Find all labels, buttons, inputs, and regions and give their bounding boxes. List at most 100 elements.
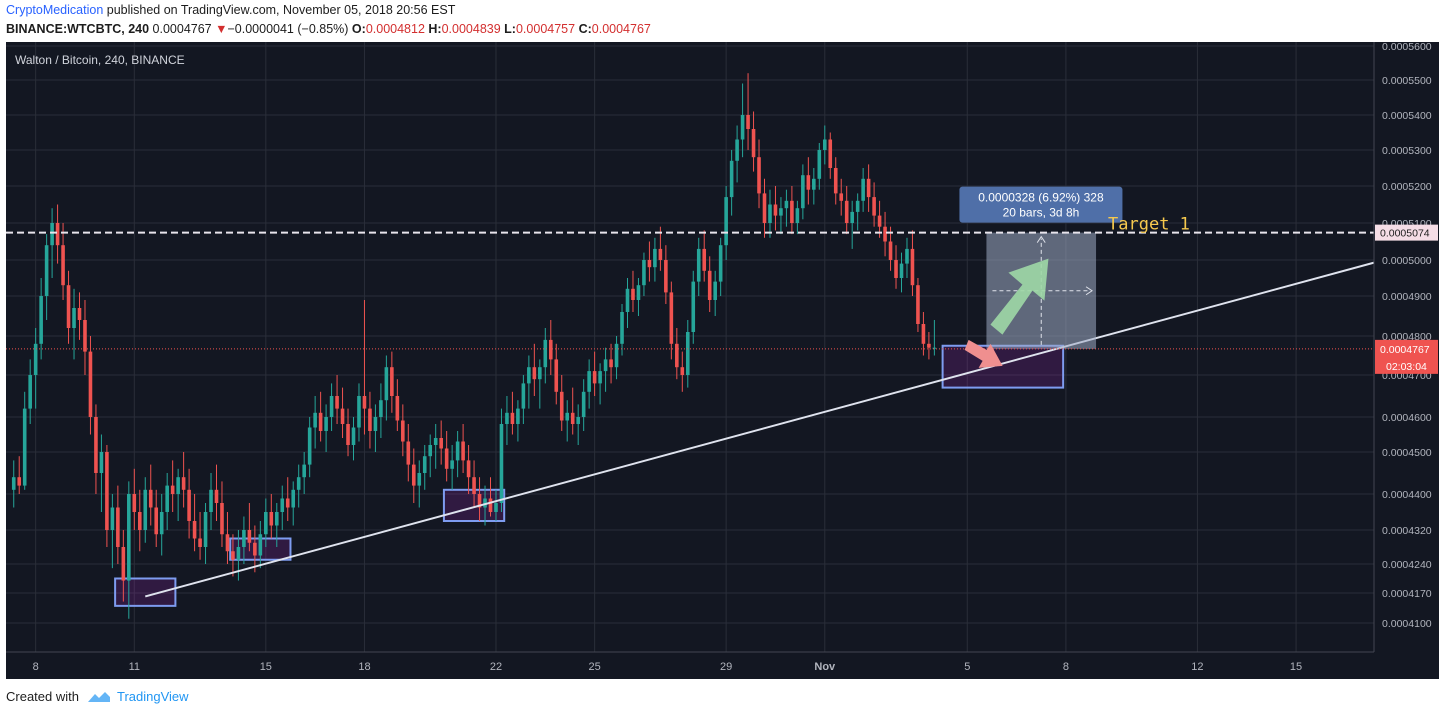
open-label: O: bbox=[351, 22, 366, 36]
candle-body bbox=[494, 503, 498, 512]
price-tick-label: 0.0005300 bbox=[1382, 145, 1432, 157]
candle-body bbox=[822, 139, 827, 150]
candle-body bbox=[927, 343, 931, 348]
symbol-label: BINANCE:WTCBTC, 240 bbox=[6, 22, 150, 36]
candle-body bbox=[461, 441, 465, 461]
candle-body bbox=[609, 359, 613, 368]
countdown-label: 02:03:04 bbox=[1386, 361, 1427, 373]
candle-body bbox=[581, 391, 586, 417]
candle-body bbox=[713, 281, 717, 300]
open-value: 0.0004812 bbox=[365, 22, 425, 36]
candle-body bbox=[132, 494, 137, 512]
candle-body bbox=[905, 248, 909, 264]
candle-body bbox=[94, 417, 98, 473]
candle-body bbox=[850, 211, 854, 223]
time-axis[interactable]: 8 11 15 18 22 25 29 Nov 5 8 12 15 bbox=[6, 651, 1439, 679]
candles bbox=[11, 73, 937, 619]
candle-body bbox=[99, 452, 104, 473]
candle-body bbox=[510, 412, 515, 424]
measure-arrow-up-icon bbox=[1036, 235, 1046, 243]
candle-body bbox=[872, 197, 876, 216]
candle-body bbox=[280, 498, 285, 512]
candle-body bbox=[401, 420, 405, 442]
price-tick-label: 0.0004500 bbox=[1382, 447, 1432, 459]
candle-body bbox=[812, 178, 816, 190]
candlestick-chart[interactable]: Walton / Bitcoin, 240, BINANCE 0.0000328… bbox=[6, 42, 1439, 679]
created-with-label: Created with bbox=[6, 689, 79, 704]
candle-body bbox=[116, 507, 120, 547]
candle-body bbox=[828, 139, 833, 168]
tradingview-logo-icon bbox=[87, 691, 110, 702]
time-tick-label: 8 bbox=[1063, 661, 1069, 673]
candle-body bbox=[225, 534, 230, 552]
time-tick-label: 22 bbox=[490, 661, 502, 673]
candle-body bbox=[444, 448, 449, 469]
candle-body bbox=[565, 412, 570, 421]
candle-body bbox=[395, 396, 400, 421]
price-axis[interactable]: 0.0004100 0.0004170 0.0004240 0.0004320 0.00… bbox=[1373, 42, 1439, 679]
candle-body bbox=[450, 460, 454, 469]
ohlc-legend: BINANCE:WTCBTC, 240 0.0004767 ▼−0.000004… bbox=[6, 22, 651, 36]
red-down-arrow-icon bbox=[964, 339, 1003, 368]
candle-body bbox=[472, 477, 476, 494]
candle-body bbox=[406, 441, 411, 465]
candle-body bbox=[28, 375, 32, 409]
low-label: L: bbox=[504, 22, 516, 36]
candle-body bbox=[373, 417, 378, 431]
candle-body bbox=[631, 288, 635, 300]
candle-body bbox=[899, 263, 904, 278]
candle-body bbox=[570, 412, 575, 424]
target-price-tag-label: 0.0005074 bbox=[1380, 228, 1430, 240]
candle-body bbox=[543, 339, 548, 368]
candle-body bbox=[784, 200, 789, 209]
price-tick-label: 0.0005000 bbox=[1382, 255, 1432, 267]
candle-body bbox=[806, 175, 811, 190]
candle-body bbox=[696, 248, 701, 282]
candle-body bbox=[77, 308, 82, 320]
candle-body bbox=[11, 477, 16, 490]
price-tick-label: 0.0005400 bbox=[1382, 110, 1432, 122]
author-link[interactable]: CryptoMedication bbox=[6, 3, 104, 17]
candle-body bbox=[861, 178, 865, 201]
candle-body bbox=[209, 489, 213, 512]
candle-body bbox=[368, 408, 372, 431]
candle-body bbox=[790, 200, 794, 223]
candle-body bbox=[318, 412, 323, 431]
candle-body bbox=[417, 473, 422, 486]
candle-body bbox=[17, 477, 22, 486]
candle-body bbox=[554, 359, 559, 392]
time-tick-label: 25 bbox=[588, 661, 600, 673]
price-tick-label: 0.0005600 bbox=[1382, 42, 1432, 53]
candle-body bbox=[642, 260, 646, 286]
price-tick-label: 0.0005500 bbox=[1382, 75, 1432, 87]
candle-body bbox=[165, 485, 169, 512]
candle-body bbox=[833, 168, 838, 194]
candle-body bbox=[894, 260, 898, 278]
chart-container[interactable]: Walton / Bitcoin, 240, BINANCE 0.0000328… bbox=[6, 42, 1439, 679]
candle-body bbox=[302, 464, 306, 478]
candle-body bbox=[324, 417, 328, 431]
candle-body bbox=[362, 396, 367, 409]
publish-info: CryptoMedication published on TradingVie… bbox=[6, 3, 455, 17]
candle-body bbox=[855, 200, 860, 212]
candle-body bbox=[411, 464, 416, 486]
tradingview-link[interactable]: TradingView bbox=[116, 689, 189, 704]
candle-body bbox=[516, 408, 520, 424]
price-tick-label: 0.0004600 bbox=[1382, 412, 1432, 424]
chart-title: Walton / Bitcoin, 240, BINANCE bbox=[15, 53, 185, 67]
high-value: 0.0004839 bbox=[441, 22, 501, 36]
candle-body bbox=[170, 485, 175, 494]
support-box bbox=[114, 577, 177, 607]
candle-body bbox=[647, 260, 652, 268]
candle-body bbox=[757, 157, 761, 194]
candle-body bbox=[148, 489, 153, 508]
candle-body bbox=[159, 512, 164, 535]
candle-body bbox=[379, 400, 383, 417]
high-label: H: bbox=[428, 22, 442, 36]
candle-body bbox=[877, 215, 882, 227]
candle-body bbox=[187, 489, 191, 521]
candle-body bbox=[192, 521, 197, 539]
candle-body bbox=[883, 226, 887, 242]
candle-body bbox=[691, 281, 696, 332]
